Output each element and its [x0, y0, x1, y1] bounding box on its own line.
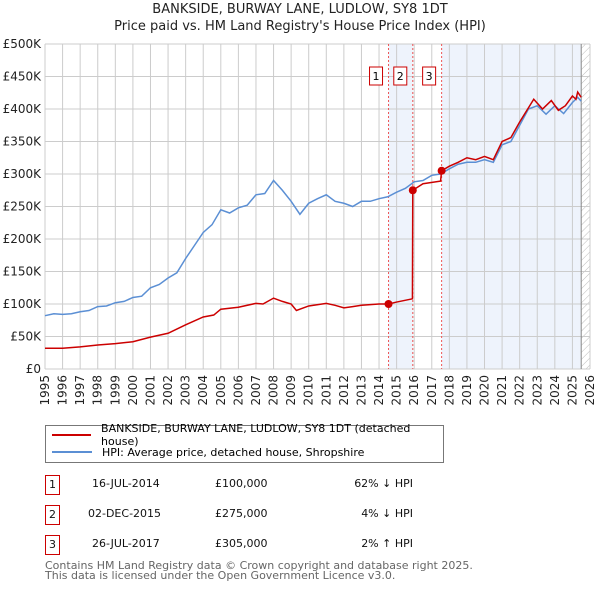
hpi-line — [44, 96, 582, 317]
sale-date: 26-JUL-2017 — [92, 537, 160, 550]
legend: BANKSIDE, BURWAY LANE, LUDLOW, SY8 1DT (… — [45, 422, 444, 463]
chart-subtitle: Price paid vs. HM Land Registry's House … — [114, 19, 486, 34]
x-tick-label: 2020 — [478, 375, 492, 406]
x-tick-label: 2021 — [495, 375, 509, 406]
y-tick-label: £0 — [26, 362, 41, 376]
sale-number: 1 — [45, 475, 60, 495]
y-tick-label: £200K — [3, 232, 43, 246]
x-tick-label: 2016 — [407, 375, 421, 406]
sale-hpi-diff: 2% ↑ HPI — [361, 537, 413, 550]
sale-number: 3 — [45, 535, 60, 555]
x-tick-label: 2017 — [425, 375, 439, 406]
x-tick-label: 2010 — [302, 375, 316, 406]
x-tick-label: 2018 — [442, 375, 456, 406]
x-tick-label: 1998 — [91, 375, 105, 406]
legend-swatch-blue — [52, 451, 92, 453]
x-tick-label: 1996 — [56, 375, 70, 406]
x-tick-label: 2012 — [337, 375, 351, 406]
sale-marker-label: 1 — [373, 70, 380, 83]
legend-label: HPI: Average price, detached house, Shro… — [102, 445, 365, 459]
sale-price: £275,000 — [215, 507, 268, 520]
sale-price: £305,000 — [215, 537, 268, 550]
x-tick-label: 2005 — [214, 375, 228, 406]
x-tick-label: 2022 — [513, 375, 527, 406]
y-tick-label: £150K — [3, 265, 43, 279]
x-tick-label: 2014 — [372, 375, 386, 406]
legend-item-property: BANKSIDE, BURWAY LANE, LUDLOW, SY8 1DT (… — [52, 422, 443, 448]
sale-price: £100,000 — [215, 477, 268, 490]
footer-line: Contains HM Land Registry data © Crown c… — [45, 559, 473, 572]
sale-row: 3 26-JUL-2017 £305,000 2% ↑ HPI — [45, 535, 465, 555]
legend-item-hpi: HPI: Average price, detached house, Shro… — [52, 444, 364, 460]
x-tick-label: 2003 — [179, 375, 193, 406]
y-tick-label: £450K — [3, 70, 43, 84]
footer-line: This data is licensed under the Open Gov… — [45, 569, 396, 582]
x-tick-label: 2008 — [267, 375, 281, 406]
sale-marker-box — [393, 66, 408, 86]
x-tick-label: 1997 — [73, 375, 87, 406]
sale-row: 2 02-DEC-2015 £275,000 4% ↓ HPI — [45, 505, 465, 525]
x-tick-label: 1999 — [108, 375, 122, 406]
x-tick-label: 2013 — [354, 375, 368, 406]
sale-point — [384, 300, 393, 308]
x-tick-label: 2025 — [565, 375, 579, 406]
y-tick-label: £400K — [3, 102, 43, 116]
x-tick-label: 2000 — [126, 375, 140, 406]
y-tick-label: £300K — [3, 167, 43, 181]
x-tick-label: 2006 — [231, 375, 245, 406]
sale-marker-box — [369, 66, 384, 86]
sale-hpi-diff: 4% ↓ HPI — [361, 507, 413, 520]
x-tick-label: 2004 — [196, 375, 210, 406]
sale-point — [437, 166, 446, 175]
x-tick-label: 2019 — [460, 375, 474, 406]
x-tick-label: 2001 — [143, 375, 157, 406]
chart-title: BANKSIDE, BURWAY LANE, LUDLOW, SY8 1DT — [152, 2, 448, 17]
y-tick-label: £500K — [3, 37, 43, 51]
legend-swatch-red — [52, 434, 92, 436]
property-line — [45, 90, 582, 349]
sale-date: 02-DEC-2015 — [88, 507, 162, 520]
sale-point — [408, 186, 417, 195]
y-tick-label: £350K — [3, 135, 43, 149]
sale-number: 2 — [45, 505, 60, 525]
x-tick-label: 2026 — [583, 375, 597, 406]
x-tick-label: 1995 — [38, 375, 52, 406]
y-tick-label: £100K — [3, 297, 43, 311]
x-tick-label: 2023 — [530, 375, 544, 406]
sale-date: 16-JUL-2014 — [92, 477, 160, 490]
x-tick-label: 2007 — [249, 375, 263, 406]
sale-marker-box — [422, 66, 437, 86]
plot-area: 1995 1996 1997 1998 1999 2000 2001 2002 2003 2004… — [3, 37, 597, 406]
x-tick-label: 2024 — [548, 375, 562, 406]
sale-marker-label: 2 — [397, 70, 404, 83]
y-tick-label: £50K — [10, 330, 42, 344]
footer: Contains HM Land Registry data © Crown c… — [45, 559, 473, 582]
legend-label: BANKSIDE, BURWAY LANE, LUDLOW, SY8 1DT (… — [101, 422, 411, 448]
x-tick-label: 2015 — [390, 375, 404, 406]
x-tick-label: 2002 — [161, 375, 175, 406]
sale-hpi-diff: 62% ↓ HPI — [354, 477, 413, 490]
x-tick-label: 2011 — [319, 375, 333, 406]
sale-row: 1 16-JUL-2014 £100,000 62% ↓ HPI — [45, 475, 465, 495]
x-tick-label: 2009 — [284, 375, 298, 406]
y-tick-label: £250K — [3, 200, 43, 214]
sale-marker-label: 3 — [426, 70, 433, 83]
